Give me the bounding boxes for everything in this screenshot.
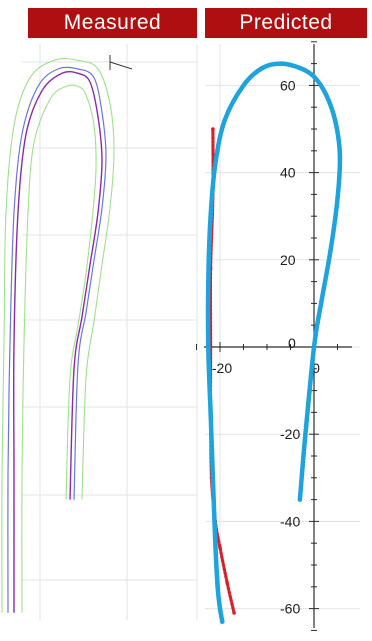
predicted-series-blue-point (213, 161, 218, 167)
predicted-series-blue-point (335, 196, 340, 201)
predicted-series-blue-point (208, 214, 213, 219)
predicted-series-blue-point (241, 83, 246, 88)
predicted-series-blue-point (260, 65, 265, 71)
predicted-series-blue-point (206, 344, 211, 350)
measured-series-inner (12, 70, 103, 613)
predicted-series-blue-point (278, 61, 284, 66)
predicted-series-blue-point (217, 606, 223, 611)
predicted-series-blue (205, 61, 343, 624)
measured-marker-line (109, 61, 133, 70)
measured-series-group (1, 58, 115, 613)
predicted-x-tick-label: 0 (312, 360, 320, 376)
predicted-series-red-point (218, 545, 222, 550)
predicted-series-blue-point (206, 279, 211, 284)
predicted-series-blue-point (302, 440, 307, 446)
predicted-series-blue-point (215, 584, 220, 589)
measured-series-blue (7, 66, 107, 613)
measured-series-outer-inner (21, 84, 97, 613)
measured-start-marker (109, 55, 133, 70)
predicted-y-tick-label: -40 (280, 513, 300, 529)
predicted-series-blue-point (208, 410, 213, 415)
predicted-y-tick-label: -60 (280, 601, 300, 617)
predicted-x-tick-label: -20 (212, 360, 232, 376)
predicted-series-blue-point (297, 497, 303, 502)
predicted-series-blue-point (318, 301, 324, 306)
predicted-series-red-point (232, 611, 236, 615)
predicted-series-red-point (211, 127, 215, 131)
predicted-series-blue-point (332, 118, 338, 123)
predicted-series-blue-point (311, 74, 317, 79)
predicted-series-blue-point (210, 475, 216, 480)
predicted-series-blue-point (222, 118, 227, 123)
predicted-series-blue-point (328, 248, 333, 254)
predicted-series-blue-point (297, 65, 303, 71)
measured-header: Measured (28, 8, 197, 38)
predicted-series-blue-point (311, 344, 317, 350)
predicted-series-blue-point (220, 619, 225, 624)
predicted-y-tick-label: -20 (280, 426, 300, 442)
predicted-y-tick-label: 40 (280, 165, 296, 181)
predicted-y-tick-label: 60 (280, 77, 296, 93)
measured-chart (1, 44, 198, 620)
predicted-y-tick-label: 20 (280, 252, 296, 268)
predicted-series-blue-point (337, 153, 343, 158)
predicted-series-red-point (225, 580, 229, 585)
measured-series-outer (1, 58, 115, 613)
predicted-y-tick-label: 0 (288, 335, 296, 351)
predicted-series-blue-point (323, 91, 328, 97)
predicted-header: Predicted (205, 8, 367, 38)
predicted-series-blue-group (205, 61, 343, 624)
predicted-series-blue-point (213, 541, 218, 546)
